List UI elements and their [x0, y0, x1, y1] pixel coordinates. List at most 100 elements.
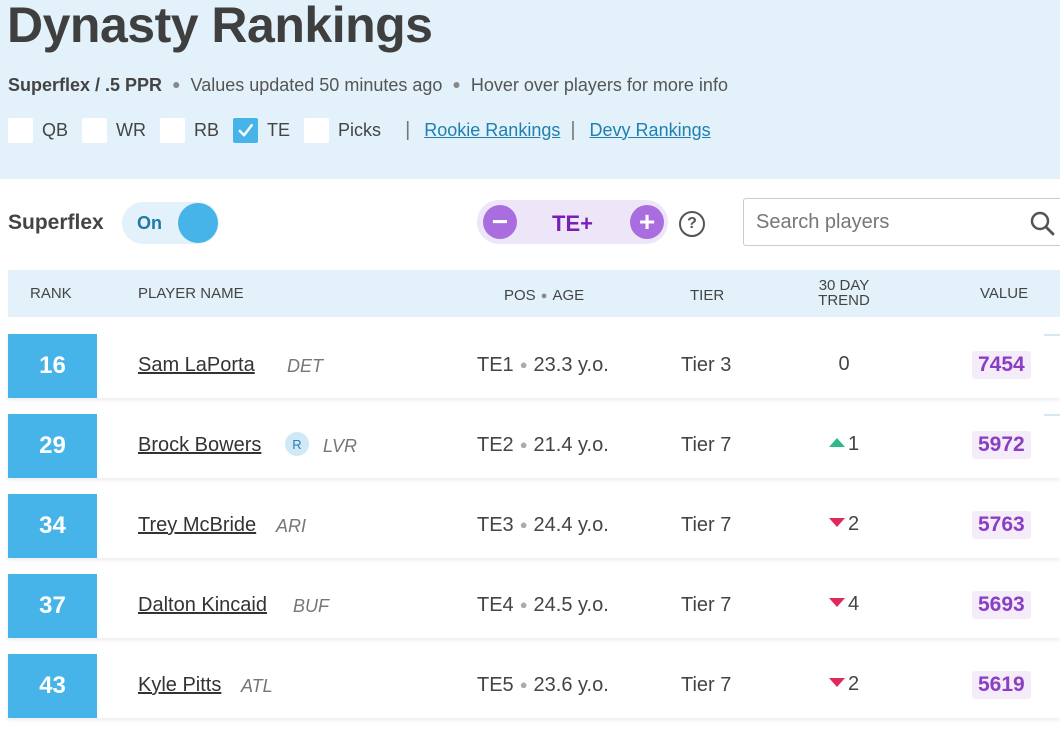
help-icon[interactable]: ?	[679, 211, 705, 237]
filter-wr[interactable]: WR	[82, 117, 147, 143]
divider: |	[570, 118, 576, 141]
filter-te[interactable]: TE	[233, 117, 291, 143]
trend-value: 0	[814, 353, 874, 376]
value-badge: 7454	[972, 351, 1031, 379]
player-name-link[interactable]: Sam LaPorta	[138, 354, 255, 376]
table-row[interactable]: 43 Kyle Pitts ATL TE5 ● 23.6 y.o. Tier 7 2…	[8, 654, 1060, 718]
hover-hint: Hover over players for more info	[470, 75, 728, 95]
search-box	[743, 198, 1060, 246]
trend-value: 1	[814, 433, 874, 456]
player-name-link[interactable]: Kyle Pitts	[138, 674, 222, 696]
header-trend-line1: 30 DAY	[818, 277, 870, 294]
value-badge: 5972	[972, 431, 1031, 459]
trend-down-icon	[828, 518, 845, 527]
header-value[interactable]: VALUE	[980, 285, 1029, 302]
filter-label: QB	[42, 119, 69, 140]
header-trend-line2: TREND	[818, 292, 870, 309]
rank-badge: 16	[8, 334, 97, 398]
pos-rank: TE3	[477, 514, 514, 536]
header-pos: POS	[504, 287, 536, 304]
page-header: Dynasty Rankings Superflex / .5 PPR ● Valu…	[0, 0, 1060, 179]
player-name-link[interactable]: Brock Bowers	[138, 434, 262, 456]
minus-icon[interactable]: −	[483, 205, 517, 239]
search-input[interactable]	[756, 207, 1006, 237]
rookie-rankings-link[interactable]: Rookie Rankings	[424, 119, 561, 140]
team-label: ARI	[276, 516, 307, 536]
updated-text: Values updated 50 minutes ago	[190, 75, 443, 95]
age: 23.6 y.o.	[533, 674, 609, 696]
filter-qb[interactable]: QB	[8, 117, 69, 143]
team-label: ATL	[241, 676, 273, 696]
trend-number: 2	[847, 513, 860, 535]
separator-dot: ●	[519, 357, 528, 372]
separator-dot: ●	[452, 76, 461, 92]
player-name-link[interactable]: Trey McBride	[138, 514, 257, 536]
separator-dot: ●	[519, 677, 528, 692]
checkbox[interactable]	[8, 117, 33, 143]
team-label: LVR	[323, 436, 358, 456]
plus-icon[interactable]: +	[630, 205, 664, 239]
checkmark-icon	[238, 123, 253, 136]
value-badge: 5693	[972, 591, 1031, 619]
pos-age: TE5 ● 23.6 y.o.	[477, 674, 609, 697]
checkbox-checked[interactable]	[233, 117, 259, 143]
pos-age: TE2 ● 21.4 y.o.	[477, 434, 609, 457]
header-age: AGE	[552, 287, 585, 304]
trend-value: 4	[814, 593, 874, 616]
rank-badge: 29	[8, 414, 97, 478]
trend-value: 2	[814, 513, 874, 536]
filter-rb[interactable]: RB	[160, 117, 219, 143]
value-badge: 5619	[972, 671, 1031, 699]
checkbox[interactable]	[160, 117, 186, 143]
filter-label: TE	[267, 119, 291, 140]
pos-rank: TE2	[477, 434, 514, 456]
toggle-state: On	[137, 213, 162, 233]
trend-down-icon	[828, 678, 845, 687]
trend-down-icon	[828, 598, 845, 607]
superflex-toggle[interactable]: On	[122, 202, 219, 244]
scroll-edge	[1044, 334, 1060, 336]
rank-badge: 43	[8, 654, 97, 718]
separator-dot: ●	[519, 517, 528, 532]
table-row[interactable]: 29 Brock Bowers R LVR TE2 ● 21.4 y.o. Tier…	[8, 414, 1060, 478]
position-filters: QB WR RB TE Picks | Rookie Rankings | De…	[8, 117, 711, 143]
header-trend[interactable]: 30 DAY TREND	[814, 278, 874, 308]
header-rank[interactable]: RANK	[30, 285, 72, 302]
filter-label: WR	[116, 119, 147, 140]
header-tier[interactable]: TIER	[690, 287, 725, 304]
devy-rankings-link[interactable]: Devy Rankings	[589, 119, 711, 140]
age: 23.3 y.o.	[533, 354, 609, 376]
player-name-link[interactable]: Dalton Kincaid	[138, 594, 267, 616]
format-label: Superflex / .5 PPR	[8, 75, 163, 95]
scroll-edge	[1044, 414, 1060, 416]
tier-label: Tier 7	[681, 674, 732, 696]
toggle-knob[interactable]	[178, 203, 218, 243]
pos-age: TE1 ● 23.3 y.o.	[477, 354, 609, 377]
header-player-name[interactable]: PLAYER NAME	[138, 285, 244, 302]
separator-dot: ●	[519, 597, 528, 612]
tier-label: Tier 7	[681, 594, 732, 616]
filter-picks[interactable]: Picks	[304, 117, 381, 143]
separator-dot: ●	[537, 290, 551, 302]
table-row[interactable]: 34 Trey McBride ARI TE3 ● 24.4 y.o. Tier 7…	[8, 494, 1060, 558]
trend-number: 2	[847, 673, 860, 695]
table-row[interactable]: 37 Dalton Kincaid BUF TE4 ● 24.5 y.o. Tier…	[8, 574, 1060, 638]
value-badge: 5763	[972, 511, 1031, 539]
rookie-badge: R	[285, 432, 309, 456]
te-premium-label: TE+	[552, 211, 593, 236]
team-label: BUF	[293, 596, 329, 616]
tier-label: Tier 7	[681, 514, 732, 536]
age: 21.4 y.o.	[533, 434, 609, 456]
trend-up-icon	[828, 438, 845, 447]
superflex-label: Superflex	[8, 211, 104, 234]
te-premium-stepper: TE+ − +	[477, 200, 668, 244]
trend-value: 2	[814, 673, 874, 696]
table-row[interactable]: 16 Sam LaPorta DET TE1 ● 23.3 y.o. Tier 3 …	[8, 334, 1060, 398]
separator-dot: ●	[519, 437, 528, 452]
pos-rank: TE4	[477, 594, 514, 616]
header-pos-age[interactable]: POS ● AGE	[504, 287, 584, 304]
search-icon[interactable]	[1029, 210, 1055, 236]
checkbox[interactable]	[82, 117, 108, 143]
tier-label: Tier 3	[681, 354, 732, 376]
checkbox[interactable]	[304, 117, 330, 143]
